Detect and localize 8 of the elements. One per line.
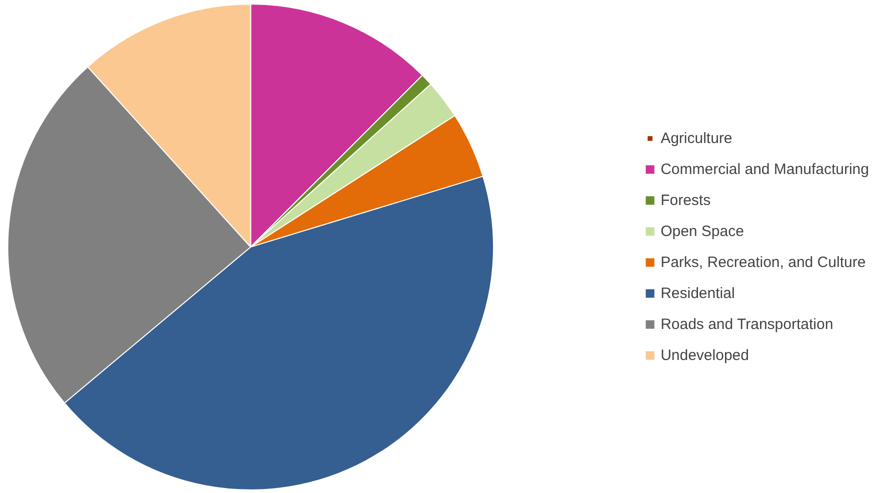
legend-label: Roads and Transportation	[660, 316, 834, 332]
legend-label: Open Space	[660, 222, 744, 240]
legend-label: Parks, Recreation, and Culture	[660, 254, 866, 270]
legend-label: Commercial and Manufacturing	[660, 160, 869, 178]
legend-label: Agriculture	[660, 130, 732, 146]
legend-label: Undeveloped	[660, 346, 749, 364]
legend-label: Residential	[660, 284, 735, 302]
legend-label: Forests	[660, 192, 711, 208]
